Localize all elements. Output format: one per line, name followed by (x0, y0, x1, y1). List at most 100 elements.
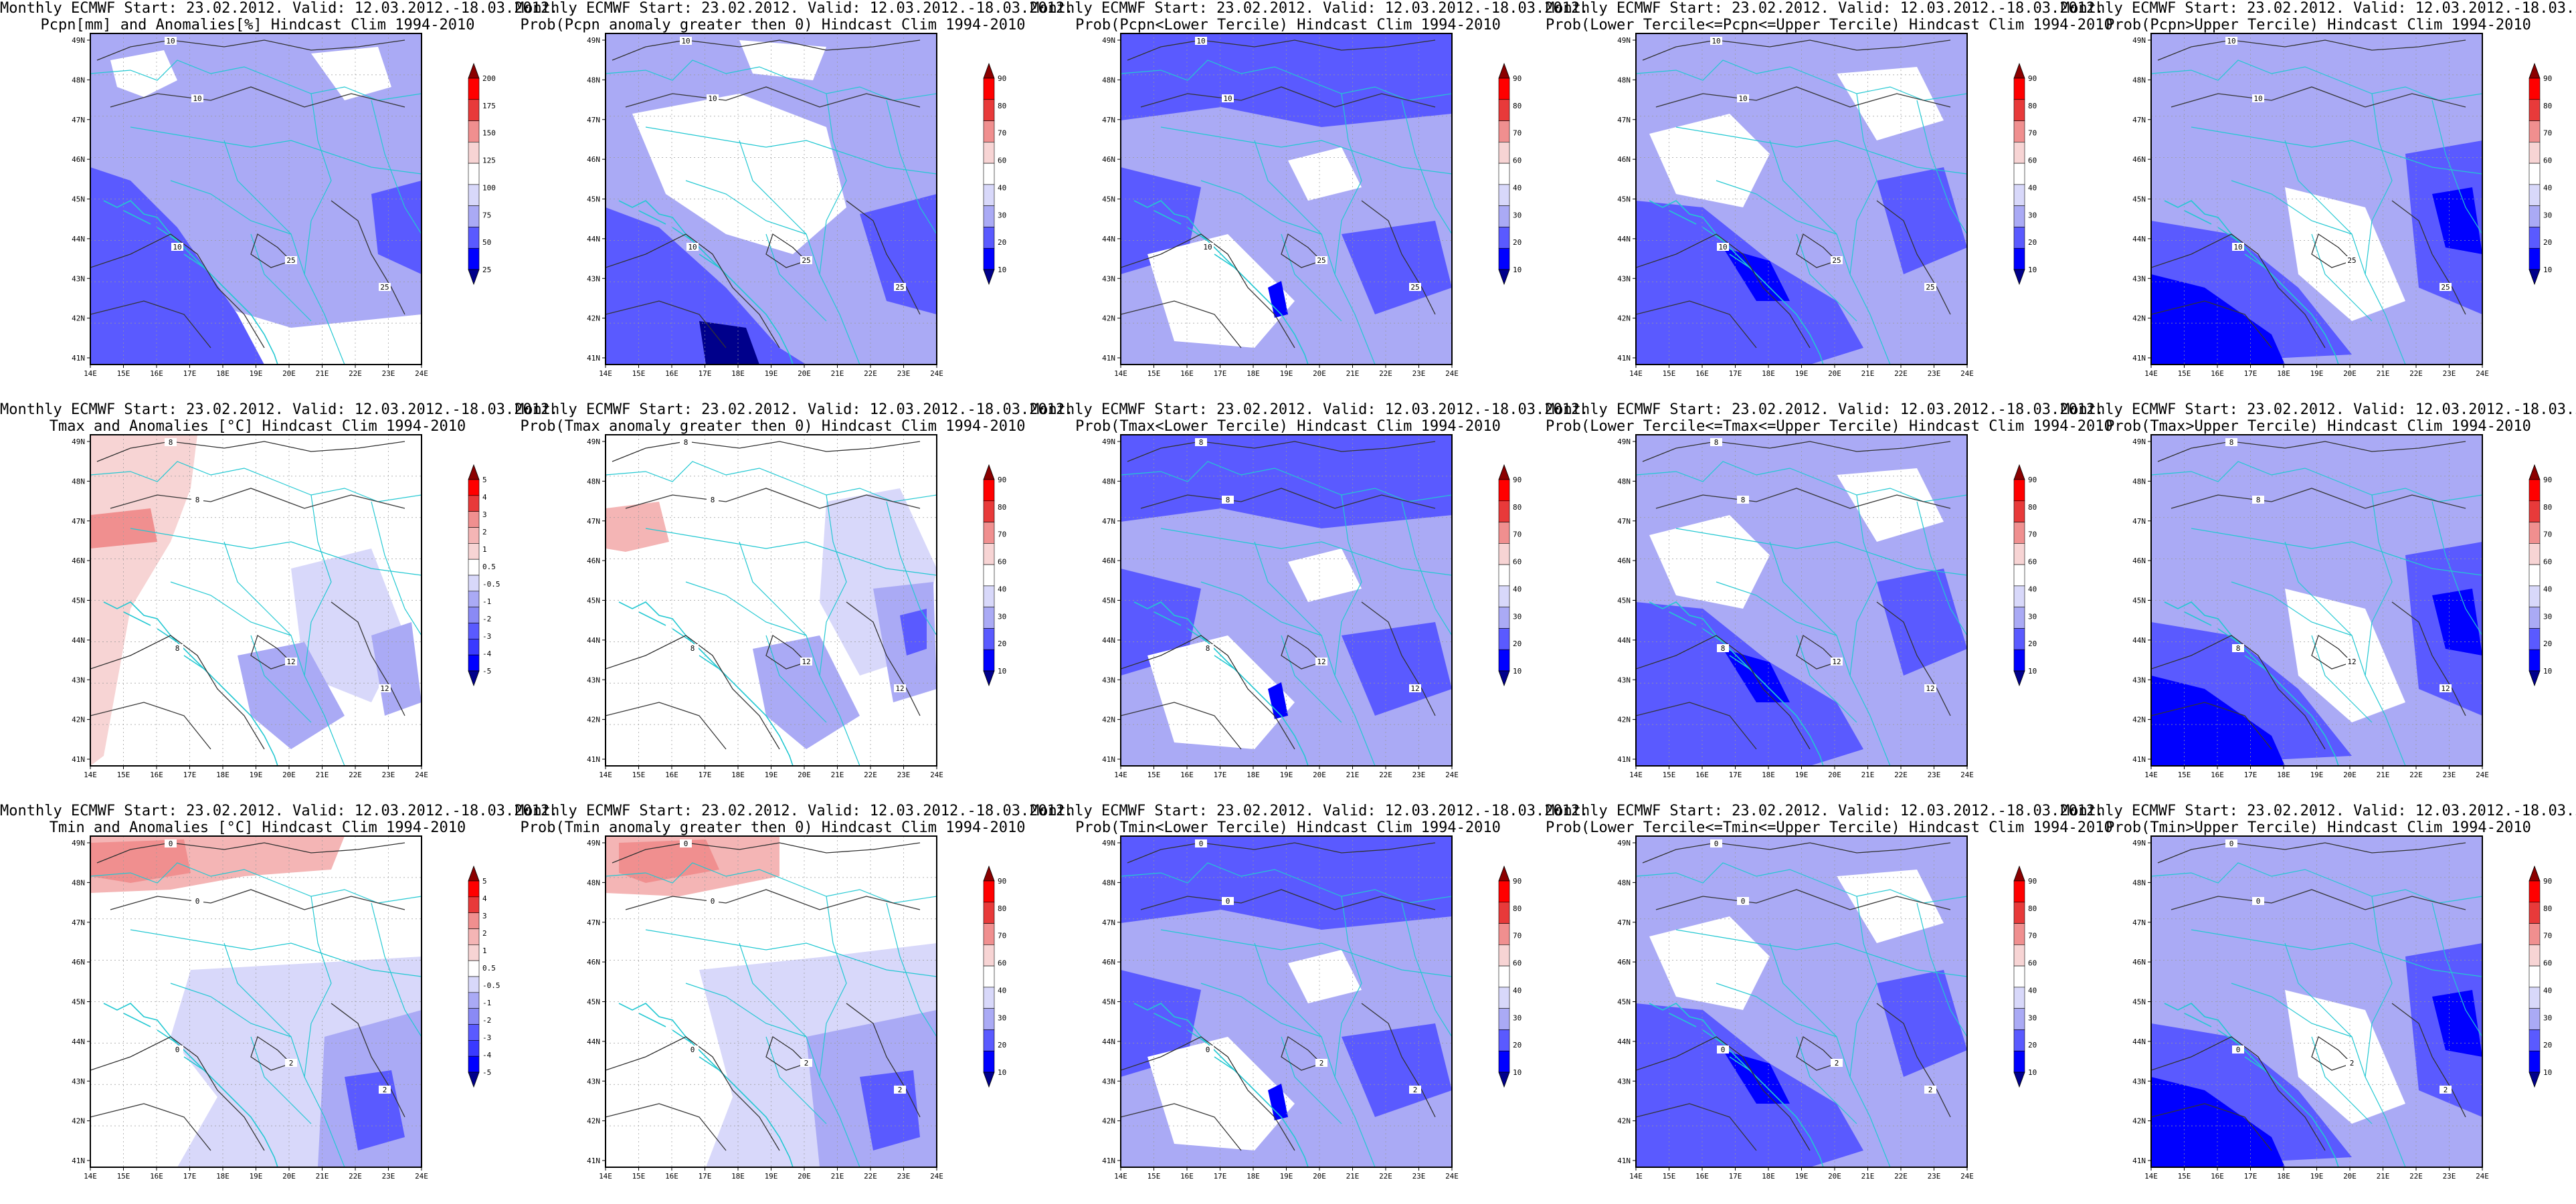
colorbar-segment (2528, 902, 2541, 924)
colorbar-segment (1498, 78, 1510, 100)
longitude-tick-label: 22E (1894, 1172, 1908, 1181)
colorbar-segment (2013, 1050, 2025, 1073)
latitude-tick-label: 44N (1102, 1037, 1115, 1046)
longitude-tick-label: 15E (1147, 1172, 1161, 1181)
country-border (2151, 862, 2482, 904)
longitude-tick-label: 24E (930, 771, 943, 779)
coastline (103, 200, 278, 365)
contour-label: 8 (1226, 496, 1230, 504)
colorbar-segment (983, 564, 995, 587)
map-panel: Monthly ECMWF Start: 23.02.2012. Valid: … (0, 803, 558, 1204)
colorbar-tick-label: 40 (998, 986, 1006, 995)
colorbar-segment (2528, 944, 2541, 967)
colorbar-tick-label: 10 (2543, 266, 2552, 274)
country-border (1160, 528, 1452, 576)
shaded-region (2151, 274, 2285, 365)
contour-line (606, 233, 780, 348)
colorbar-tick-label: 20 (2543, 1041, 2552, 1049)
latitude-tick-label: 44N (72, 1037, 85, 1046)
colorbar-tick-label: 30 (998, 1013, 1006, 1022)
latitude-tick-label: 45N (72, 195, 85, 204)
contour-line (1796, 1035, 1838, 1071)
longitude-tick-label: 22E (2409, 771, 2423, 779)
contour-label: 8 (2229, 438, 2234, 447)
colorbar-segment (468, 654, 480, 672)
longitude-tick-label: 21E (831, 369, 844, 378)
colorbar-segment (2528, 78, 2541, 100)
longitude-tick-label: 23E (897, 771, 911, 779)
country-border (2151, 461, 2482, 502)
contour-label: 10 (1223, 94, 1232, 103)
contour-label-bg (1315, 256, 1327, 264)
contour-line (2157, 441, 2466, 462)
panel-title-line1: Monthly ECMWF Start: 23.02.2012. Valid: … (515, 803, 1074, 819)
coastline (1649, 1003, 1824, 1167)
longitude-tick-label: 21E (1861, 369, 1875, 378)
latitude-tick-label: 43N (1102, 1077, 1115, 1086)
contour-line (1636, 635, 1811, 750)
longitude-tick-label: 23E (2443, 771, 2456, 779)
country-border (1160, 126, 1452, 175)
colorbar-tick-label: 20 (2028, 238, 2037, 247)
colorbar-tick-label: 4 (482, 894, 487, 903)
contour-line (2391, 601, 2466, 716)
contour-line (2171, 86, 2466, 108)
colorbar-segment (2528, 479, 2541, 502)
colorbar-tick-label: 30 (2543, 612, 2552, 621)
longitude-tick-label: 14E (84, 369, 97, 378)
colorbar-segment (2528, 923, 2541, 945)
contour-label: 12 (802, 658, 810, 666)
contour-label-bg (1315, 658, 1327, 666)
contour-line (606, 1036, 780, 1151)
coastline (1187, 628, 1208, 643)
colorbar-tick-label: 100 (482, 183, 496, 192)
coastline (1702, 227, 1724, 241)
country-border (1916, 501, 1967, 636)
longitude-tick-label: 19E (250, 369, 263, 378)
latitude-tick-label: 45N (1102, 998, 1115, 1007)
colorbar-tick-label: 40 (2543, 183, 2552, 192)
colorbar-min-arrow (983, 670, 995, 687)
contour-label: 2 (289, 1059, 294, 1068)
country-border (819, 896, 847, 1078)
country-border (1796, 635, 1857, 723)
contour-label-bg (2346, 658, 2358, 666)
contour-line (1636, 1103, 1757, 1151)
coastline (1669, 611, 1697, 626)
country-border (250, 635, 312, 723)
longitude-tick-label: 15E (1663, 771, 1676, 779)
contour-label: 10 (1712, 37, 1720, 45)
shaded-region (2151, 676, 2285, 766)
latitude-tick-label: 44N (587, 235, 600, 243)
longitude-tick-label: 24E (1960, 369, 1974, 378)
longitude-tick-label: 21E (1346, 771, 1360, 779)
colorbar-tick-label: 70 (998, 129, 1006, 138)
shaded-region (1147, 234, 1295, 348)
panel-title-line1: Monthly ECMWF Start: 23.02.2012. Valid: … (1546, 401, 2104, 418)
contour-label: 10 (1203, 243, 1212, 252)
latitude-tick-label: 42N (2132, 716, 2146, 724)
latitude-tick-label: 46N (1617, 958, 1631, 967)
panel-title-line1: Monthly ECMWF Start: 23.02.2012. Valid: … (0, 401, 559, 418)
colorbar-segment (983, 880, 995, 903)
latitude-tick-label: 43N (587, 274, 600, 283)
colorbar-segment (468, 78, 480, 100)
coastline (1702, 628, 1724, 643)
colorbar-tick-label: 10 (2028, 266, 2037, 274)
latitude-tick-label: 45N (587, 597, 600, 605)
contour-label-bg (1710, 839, 1722, 847)
contour-label-bg (707, 496, 719, 504)
map-figure: 0 0 0 2 2 14E 15E 16E 17E 18E 19E 20E 21E 22E 23E 24E 41… (2132, 835, 2552, 1181)
longitude-tick-label: 23E (897, 1172, 911, 1181)
contour-label: 25 (2347, 256, 2356, 265)
contour-line (96, 842, 405, 864)
contour-line (2311, 1035, 2353, 1071)
contour-line (2391, 200, 2466, 315)
country-border (1334, 494, 1362, 676)
latitude-tick-label: 48N (1617, 477, 1631, 486)
colorbar-segment (2528, 965, 2541, 988)
shaded-region (1288, 548, 1362, 602)
coastline (618, 601, 794, 766)
contour-label-bg (1195, 839, 1207, 847)
colorbar-tick-label: 80 (998, 503, 1006, 512)
